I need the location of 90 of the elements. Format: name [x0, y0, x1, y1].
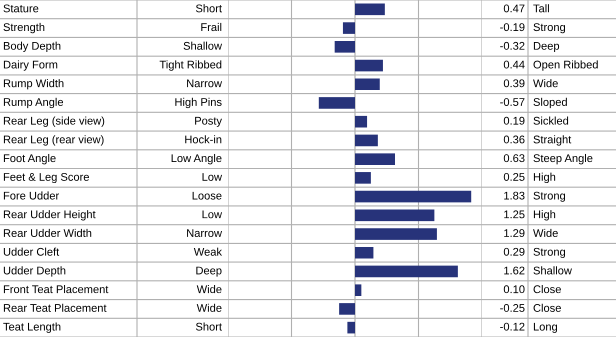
data-label: 0.10: [504, 285, 525, 294]
text: Wide: [533, 228, 558, 238]
text: Straight: [534, 135, 572, 146]
data-label: 1.25: [504, 210, 525, 218]
data-label: -0.19: [500, 23, 524, 32]
y-tick-label: Rump Width: [4, 79, 64, 90]
y-tick-label: Teat Length: [3, 322, 60, 333]
text: Narrow: [187, 79, 222, 88]
text: Low: [202, 173, 222, 181]
text: High: [534, 210, 556, 220]
text: Shallow: [534, 266, 572, 274]
bar: [342, 22, 355, 34]
bar: [334, 41, 355, 53]
text: Wide: [533, 79, 558, 88]
text: Low Angle: [172, 154, 222, 164]
text: Wide: [196, 285, 222, 294]
data-label: -0.12: [500, 322, 524, 331]
data-label: 0.29: [504, 248, 524, 256]
text: Deep: [196, 266, 222, 277]
text: High Pins: [175, 98, 222, 108]
y-tick-label: Dairy Form: [4, 60, 58, 71]
bar: [355, 60, 383, 72]
text: Strong: [534, 192, 566, 202]
bar: [355, 4, 385, 16]
bar: [355, 153, 396, 165]
data-label: 0.25: [504, 172, 525, 181]
y-tick-label: Rear Leg (side view): [4, 116, 104, 127]
text: Strong: [534, 248, 566, 258]
y-tick-label: Body Depth: [4, 42, 60, 52]
data-label: -0.57: [500, 98, 524, 106]
y-tick-label: Udder Cleft: [4, 248, 60, 256]
y-tick-label: Rear Leg (rear view): [4, 135, 104, 146]
bar: [355, 266, 458, 278]
text: Loose: [192, 192, 222, 200]
data-label: -0.32: [500, 42, 524, 50]
text: Close: [534, 285, 561, 294]
data-label: 1.29: [504, 229, 524, 238]
text: Tall: [533, 4, 549, 12]
data-label: 1.83: [504, 192, 525, 200]
text: Hock-in: [185, 135, 222, 144]
y-tick-label: Feet & Leg Score: [4, 172, 89, 184]
bar: [355, 190, 472, 202]
bar: [347, 322, 355, 334]
text: Close: [534, 304, 561, 312]
text: Shallow: [184, 42, 222, 50]
bar: [355, 246, 374, 259]
text: Short: [196, 322, 222, 331]
y-tick-label: Rear Udder Height: [4, 210, 96, 220]
bar: [355, 116, 368, 128]
data-label: 1.62: [504, 266, 524, 274]
text: Narrow: [187, 229, 222, 238]
text: Sickled: [534, 116, 568, 125]
bar: [355, 284, 362, 296]
bar: [355, 134, 378, 146]
text: Short: [196, 4, 222, 12]
text: Deep: [534, 42, 560, 52]
data-label: 0.63: [504, 154, 525, 162]
text: Wide: [196, 304, 222, 312]
bar: [339, 303, 355, 315]
bar: [355, 228, 437, 240]
y-tick-label: Fore Udder: [4, 191, 60, 200]
bar: [355, 78, 380, 90]
text: Weak: [194, 248, 222, 256]
y-tick-label: Strength: [4, 22, 44, 34]
data-label: 0.19: [504, 116, 524, 125]
data-label: 0.39: [504, 79, 524, 88]
y-tick-label: Stature: [4, 4, 38, 12]
y-tick-label: Rear Udder Width: [4, 228, 92, 238]
data-label: -0.25: [500, 304, 525, 312]
y-tick-label: Udder Depth: [4, 266, 66, 277]
bar: [318, 97, 355, 109]
text: Posty: [195, 116, 222, 127]
y-tick-label: Foot Angle: [4, 154, 56, 164]
text: Low: [202, 210, 222, 218]
text: Open Ribbed: [534, 60, 598, 71]
text: Strong: [534, 23, 566, 34]
y-tick-label: Rear Teat Placement: [4, 304, 106, 312]
text: Long: [534, 322, 557, 333]
text: Frail: [201, 22, 222, 32]
y-tick-label: Rump Angle: [4, 98, 64, 108]
data-label: 0.36: [504, 136, 525, 144]
text: High: [534, 172, 556, 184]
text: Sloped: [534, 98, 567, 108]
text: Steep Angle: [534, 154, 592, 164]
data-label: 0.47: [504, 4, 524, 12]
text: Tight Ribbed: [160, 60, 222, 71]
y-tick-label: Front Teat Placement: [4, 285, 108, 294]
bar: [355, 210, 434, 222]
bar: [355, 172, 371, 184]
data-label: 0.44: [504, 60, 525, 69]
